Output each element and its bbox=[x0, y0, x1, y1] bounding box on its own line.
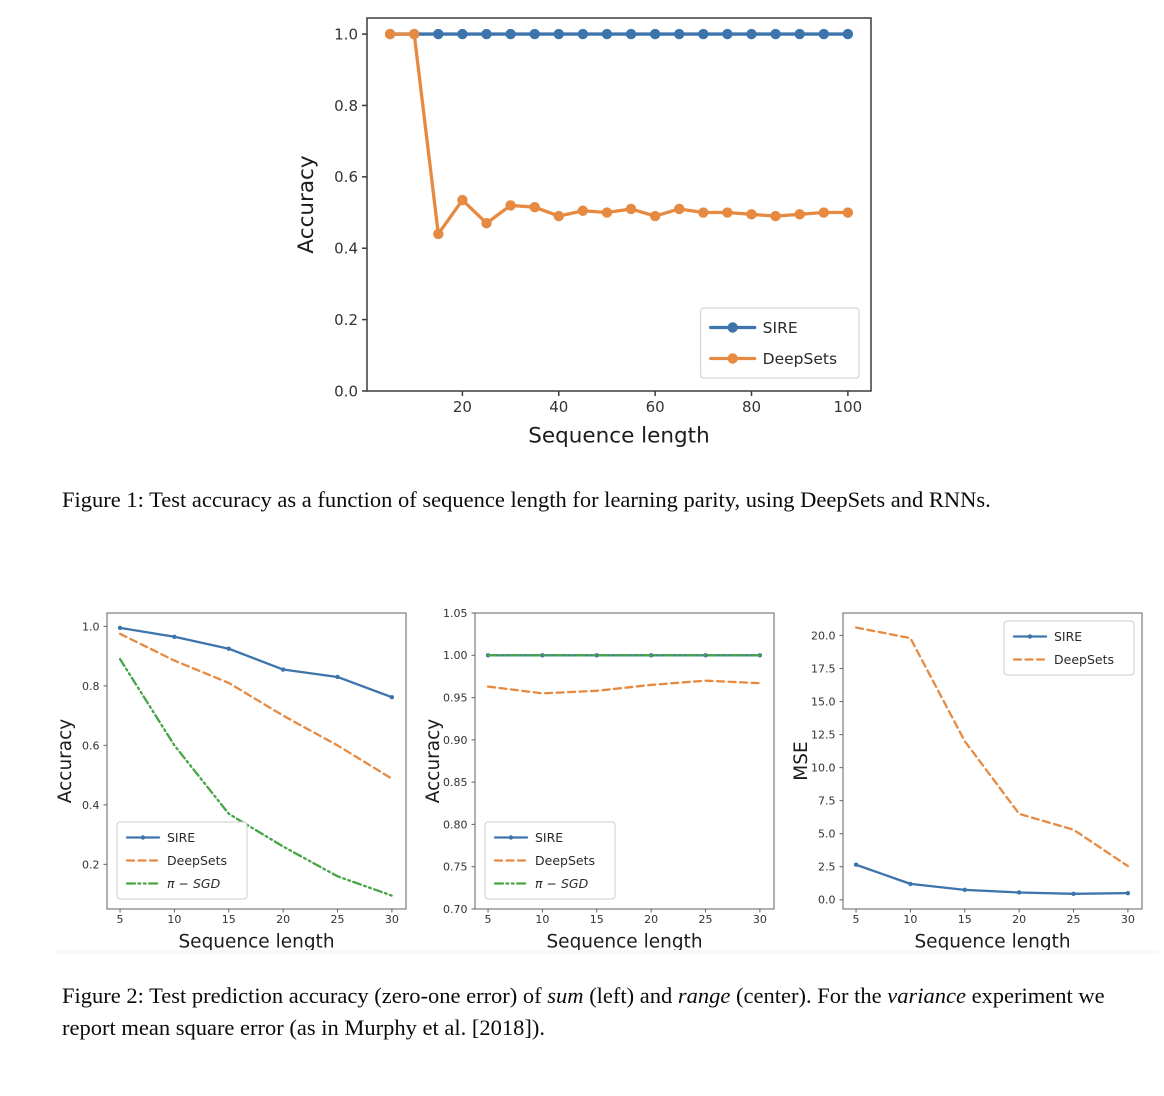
svg-text:25: 25 bbox=[1067, 913, 1081, 926]
svg-text:Accuracy: Accuracy bbox=[55, 719, 76, 804]
svg-text:DeepSets: DeepSets bbox=[1054, 652, 1114, 667]
figure1-caption: Figure 1: Test accuracy as a function of… bbox=[62, 484, 1120, 516]
svg-text:0.4: 0.4 bbox=[334, 240, 358, 258]
svg-text:0.75: 0.75 bbox=[443, 861, 468, 874]
figure2-center-svg: 5 10 15 20 25 30 0.70 0.75 0.80 0.85 0.90 0.95 1.00 1… bbox=[423, 569, 791, 952]
svg-text:Sequence length: Sequence length bbox=[178, 931, 334, 950]
svg-text:1.05: 1.05 bbox=[443, 607, 468, 620]
caption-segment: (center). For the bbox=[730, 982, 888, 1008]
figure1-chart: 20 40 60 80 100 0.0 0.2 0.4 0.6 0.8 1.0 Sequence le… bbox=[289, 8, 1164, 458]
figure2-right-chart: 5 10 15 20 25 30 0.0 2.5 5.0 7.5 10.0 12.5 15.0 17.5 2… bbox=[791, 569, 1159, 955]
caption-segment: experiment we report mean square error (… bbox=[62, 982, 1105, 1040]
figure2-left-svg: 5 10 15 20 25 30 0.2 0.4 0.6 0.8 1.0 Sequence lengt… bbox=[55, 569, 423, 952]
svg-text:12.5: 12.5 bbox=[811, 728, 836, 741]
svg-text:SIRE: SIRE bbox=[763, 319, 798, 337]
svg-text:15: 15 bbox=[590, 913, 604, 926]
svg-text:π − SGD: π − SGD bbox=[167, 876, 221, 891]
svg-text:20: 20 bbox=[1012, 913, 1026, 926]
svg-text:SIRE: SIRE bbox=[167, 830, 195, 845]
svg-text:0.0: 0.0 bbox=[818, 894, 836, 907]
svg-text:0.2: 0.2 bbox=[334, 311, 358, 329]
svg-text:7.5: 7.5 bbox=[818, 795, 836, 808]
svg-text:1.0: 1.0 bbox=[82, 620, 100, 633]
svg-text:0.2: 0.2 bbox=[82, 858, 100, 871]
svg-text:0.85: 0.85 bbox=[443, 776, 468, 789]
svg-text:DeepSets: DeepSets bbox=[167, 853, 227, 868]
caption-italic-segment: range bbox=[677, 982, 731, 1008]
svg-text:10: 10 bbox=[903, 913, 917, 926]
svg-text:0.90: 0.90 bbox=[443, 734, 468, 747]
svg-text:10: 10 bbox=[535, 913, 549, 926]
caption-italic-segment: sum bbox=[547, 982, 584, 1008]
caption-segment: Figure 1: Test accuracy as a function of… bbox=[62, 487, 991, 512]
svg-text:30: 30 bbox=[385, 913, 399, 926]
figure1: 20 40 60 80 100 0.0 0.2 0.4 0.6 0.8 1.0 Sequence le… bbox=[0, 0, 1164, 458]
svg-text:0.6: 0.6 bbox=[82, 739, 100, 752]
svg-text:Accuracy: Accuracy bbox=[423, 719, 444, 804]
svg-text:2.5: 2.5 bbox=[818, 861, 836, 874]
svg-text:20.0: 20.0 bbox=[811, 629, 836, 642]
svg-text:0.6: 0.6 bbox=[334, 168, 358, 186]
caption-italic-segment: variance bbox=[887, 982, 966, 1008]
svg-text:Sequence length: Sequence length bbox=[528, 424, 709, 449]
svg-text:SIRE: SIRE bbox=[535, 830, 563, 845]
svg-text:20: 20 bbox=[644, 913, 658, 926]
svg-text:15.0: 15.0 bbox=[811, 695, 836, 708]
svg-text:5: 5 bbox=[485, 913, 492, 926]
svg-text:0.8: 0.8 bbox=[334, 97, 358, 115]
svg-text:15: 15 bbox=[958, 913, 972, 926]
svg-text:MSE: MSE bbox=[791, 741, 812, 780]
svg-text:π − SGD: π − SGD bbox=[535, 876, 589, 891]
svg-text:80: 80 bbox=[742, 398, 761, 416]
svg-text:DeepSets: DeepSets bbox=[763, 350, 837, 368]
svg-text:20: 20 bbox=[276, 913, 290, 926]
caption-segment: Figure 2: Test prediction accuracy (zero… bbox=[62, 982, 548, 1008]
svg-text:17.5: 17.5 bbox=[811, 662, 836, 675]
svg-text:0.95: 0.95 bbox=[443, 691, 468, 704]
figure2-center-chart: 5 10 15 20 25 30 0.70 0.75 0.80 0.85 0.90 0.95 1.00 1… bbox=[423, 569, 791, 955]
svg-text:25: 25 bbox=[331, 913, 345, 926]
svg-text:1.0: 1.0 bbox=[334, 25, 358, 43]
svg-text:0.0: 0.0 bbox=[334, 382, 358, 400]
svg-text:0.8: 0.8 bbox=[82, 680, 100, 693]
svg-text:Sequence length: Sequence length bbox=[546, 931, 702, 950]
svg-text:15: 15 bbox=[222, 913, 236, 926]
svg-text:0.4: 0.4 bbox=[82, 799, 100, 812]
svg-text:5.0: 5.0 bbox=[818, 828, 836, 841]
svg-text:60: 60 bbox=[646, 398, 665, 416]
svg-text:25: 25 bbox=[699, 913, 713, 926]
svg-text:40: 40 bbox=[549, 398, 568, 416]
svg-text:SIRE: SIRE bbox=[1054, 629, 1082, 644]
figure2-right-svg: 5 10 15 20 25 30 0.0 2.5 5.0 7.5 10.0 12.5 15.0 17.5 2… bbox=[791, 569, 1159, 952]
figure2-caption: Figure 2: Test prediction accuracy (zero… bbox=[62, 980, 1120, 1044]
svg-text:Accuracy: Accuracy bbox=[294, 155, 319, 253]
svg-text:0.70: 0.70 bbox=[443, 903, 468, 916]
svg-text:DeepSets: DeepSets bbox=[535, 853, 595, 868]
svg-text:0.80: 0.80 bbox=[443, 818, 468, 831]
svg-text:1.00: 1.00 bbox=[443, 649, 468, 662]
svg-text:20: 20 bbox=[453, 398, 472, 416]
svg-text:30: 30 bbox=[753, 913, 767, 926]
svg-text:100: 100 bbox=[834, 398, 863, 416]
svg-text:10.0: 10.0 bbox=[811, 762, 836, 775]
figure2-left-chart: 5 10 15 20 25 30 0.2 0.4 0.6 0.8 1.0 Sequence lengt… bbox=[55, 569, 423, 955]
svg-text:5: 5 bbox=[853, 913, 860, 926]
svg-text:5: 5 bbox=[117, 913, 124, 926]
svg-text:Sequence length: Sequence length bbox=[914, 931, 1070, 950]
figure1-svg: 20 40 60 80 100 0.0 0.2 0.4 0.6 0.8 1.0 Sequence le… bbox=[289, 8, 889, 453]
svg-text:30: 30 bbox=[1121, 913, 1135, 926]
figure2: 5 10 15 20 25 30 0.2 0.4 0.6 0.8 1.0 Sequence lengt… bbox=[55, 569, 1159, 955]
svg-text:10: 10 bbox=[167, 913, 181, 926]
caption-segment: (left) and bbox=[583, 982, 678, 1008]
